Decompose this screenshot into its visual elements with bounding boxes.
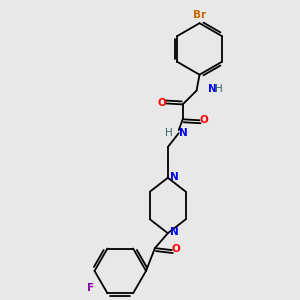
Text: N: N <box>208 84 217 94</box>
Text: O: O <box>158 98 166 108</box>
Text: O: O <box>171 244 180 254</box>
Text: N: N <box>170 227 178 237</box>
Text: H: H <box>215 84 223 94</box>
Text: N: N <box>179 128 188 138</box>
Text: H: H <box>165 128 173 138</box>
Text: O: O <box>199 115 208 125</box>
Text: Br: Br <box>193 10 206 20</box>
Text: N: N <box>170 172 178 182</box>
Text: F: F <box>88 283 94 293</box>
